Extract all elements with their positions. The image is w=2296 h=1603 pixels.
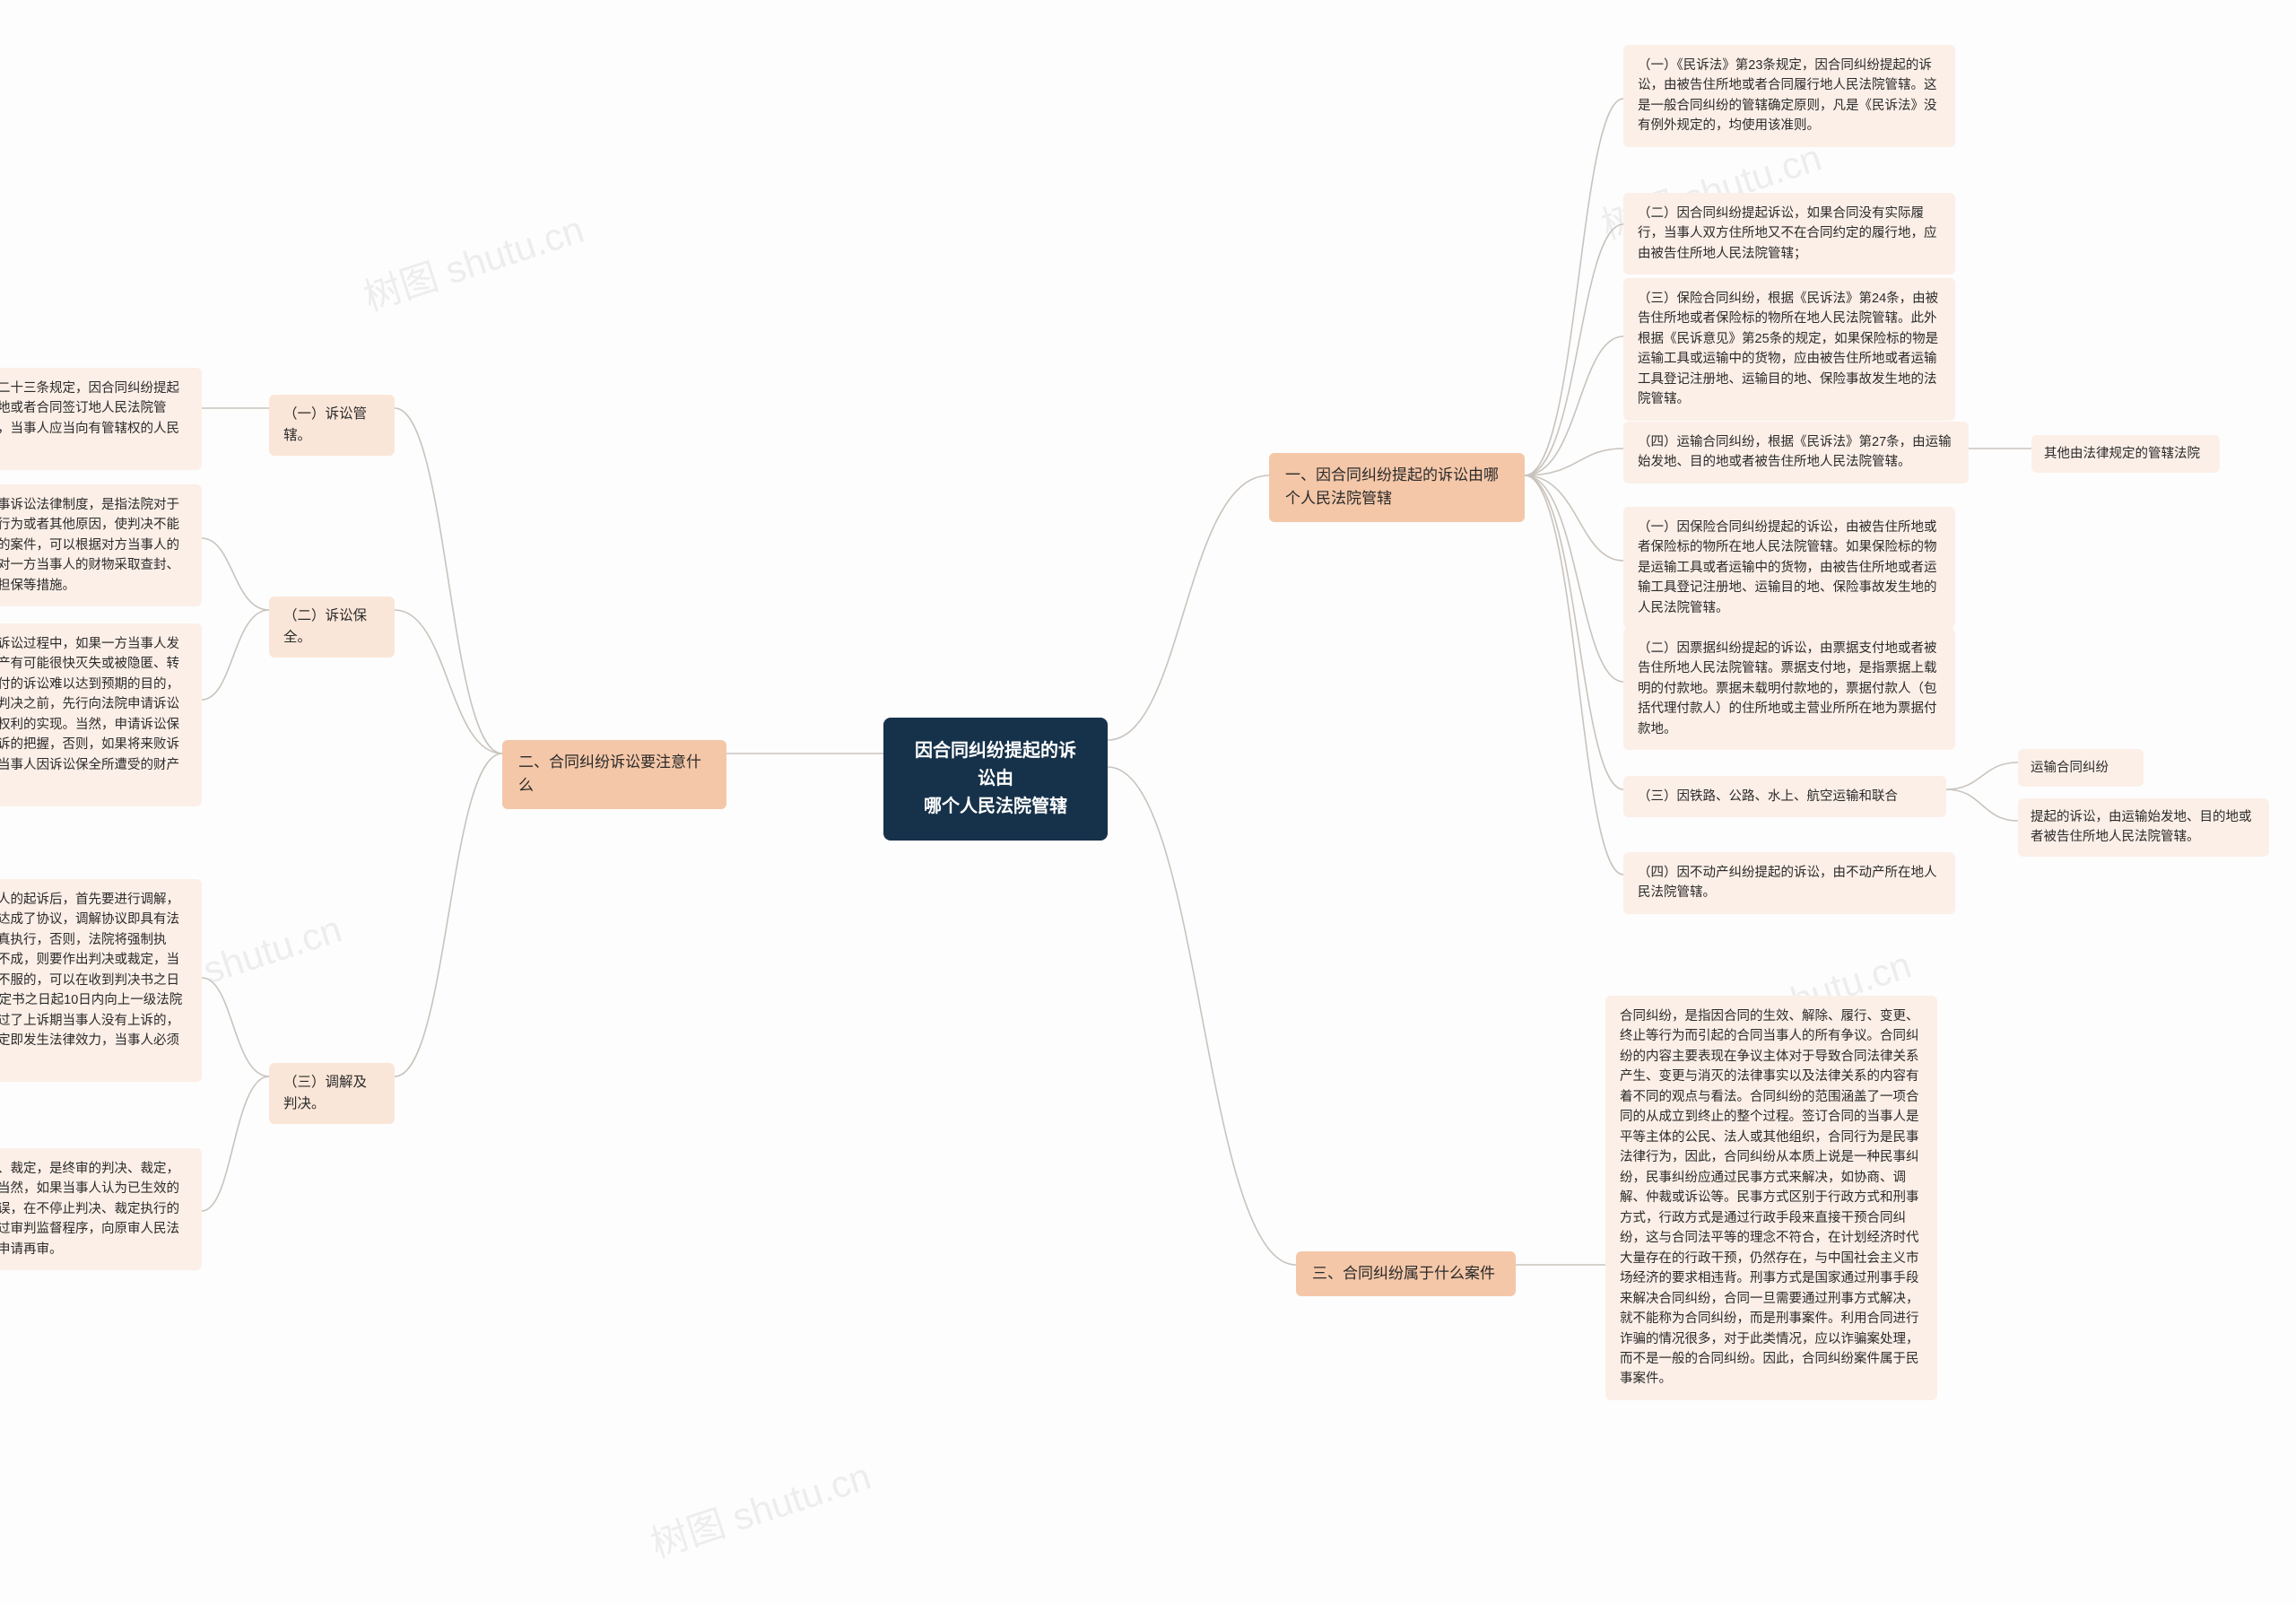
b2-sub-1: （一）诉讼管辖。 (269, 395, 395, 456)
root-node: 因合同纠纷提起的诉讼由 哪个人民法院管辖 (883, 718, 1108, 841)
b1-leaf-5: （一）因保险合同纠纷提起的诉讼，由被告住所地或者保险标的物所在地人民法院管辖。如… (1623, 507, 1955, 629)
b2-leaf-2a: 诉讼保全是一种民事诉讼法律制度，是指法院对于可能因当事人一方行为或者其他原因，使… (0, 484, 202, 606)
b1-leaf-7a: 运输合同纠纷 (2018, 749, 2144, 787)
watermark: 树图 shutu.cn (643, 1446, 877, 1569)
b2-leaf-2b: 根据这一制度，在诉讼过程中，如果一方当事人发现对方当事人的财产有可能很快灭失或被… (0, 623, 202, 806)
b1-leaf-7: （三）因铁路、公路、水上、航空运输和联合 (1623, 776, 1946, 817)
b1-leaf-7b: 提起的诉讼，由运输始发地、目的地或者被告住所地人民法院管辖。 (2018, 798, 2269, 857)
b1-leaf-6: （二）因票据纠纷提起的诉讼，由票据支付地或者被告住所地人民法院管辖。票据支付地，… (1623, 628, 1955, 750)
b1-leaf-8: （四）因不动产纠纷提起的诉讼，由不动产所在地人民法院管辖。 (1623, 852, 1955, 914)
b3-text: 合同纠纷，是指因合同的生效、解除、履行、变更、终止等行为而引起的合同当事人的所有… (1605, 996, 1937, 1400)
branch-3: 三、合同纠纷属于什么案件 (1296, 1251, 1516, 1296)
root-line2: 哪个人民法院管辖 (907, 793, 1084, 821)
b1-leaf-4: （四）运输合同纠纷，根据《民诉法》第27条，由运输始发地、目的地或者被告住所地人… (1623, 422, 1969, 484)
b2-sub-2: （二）诉讼保全。 (269, 597, 395, 658)
b1-leaf-4a: 其他由法律规定的管辖法院 (2031, 435, 2220, 473)
b2-leaf-3a: 法院受理一方当事人的起诉后，首先要进行调解，如果经过调解双方达成了协议，调解协议… (0, 879, 202, 1082)
b1-leaf-2: （二）因合同纠纷提起诉讼，如果合同没有实际履行，当事人双方住所地又不在合同约定的… (1623, 193, 1955, 274)
branch-1: 一、因合同纠纷提起的诉讼由哪个人民法院管辖 (1269, 453, 1525, 522)
branch-2: 二、合同纠纷诉讼要注意什么 (502, 740, 726, 809)
root-line1: 因合同纠纷提起的诉讼由 (907, 737, 1084, 793)
b2-sub-3: （三）调解及判决。 (269, 1063, 395, 1124)
watermark: 树图 shutu.cn (356, 199, 590, 322)
b2-leaf-3b: 审法院作出的判决、裁定，是终审的判决、裁定，当事人必须执行。当然，如果当事人认为… (0, 1148, 202, 1270)
b2-leaf-1a: 《民事诉讼法》第二十三条规定，因合同纠纷提起诉讼，由合同履行地或者合同签订地人民… (0, 368, 202, 470)
b1-leaf-1: （一）《民诉法》第23条规定，因合同纠纷提起的诉讼，由被告住所地或者合同履行地人… (1623, 45, 1955, 147)
b1-leaf-3: （三）保险合同纠纷，根据《民诉法》第24条，由被告住所地或者保险标的物所在地人民… (1623, 278, 1955, 421)
